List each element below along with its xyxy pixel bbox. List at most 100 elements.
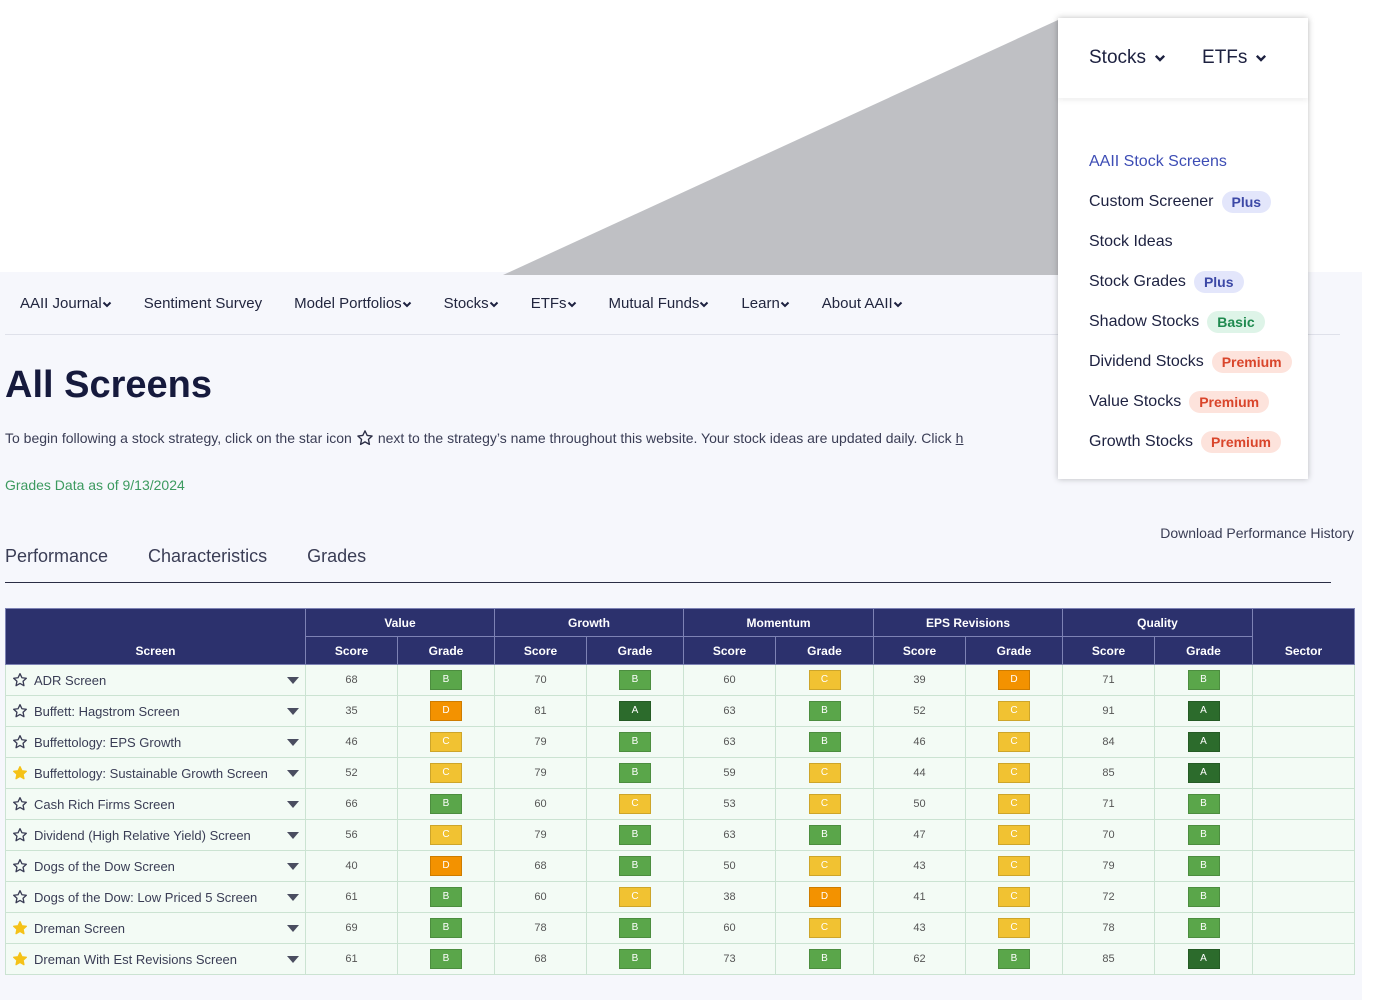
grade-badge: C — [998, 887, 1030, 907]
menu-tab[interactable]: Stocks — [1089, 47, 1166, 69]
score-cell: 72 — [1062, 881, 1155, 913]
score-cell: 46 — [873, 726, 966, 758]
expand-arrow[interactable] — [287, 893, 299, 901]
nav-item[interactable]: Sentiment Survey — [144, 295, 262, 312]
grade-cell: D — [397, 850, 495, 882]
tab[interactable]: Grades — [307, 546, 367, 566]
sector-cell — [1252, 881, 1355, 913]
tab[interactable]: Characteristics — [148, 546, 268, 566]
star-icon[interactable] — [12, 734, 28, 750]
grade-cell: C — [965, 850, 1063, 882]
screen-name[interactable]: Buffettology: Sustainable Growth Screen — [34, 765, 268, 781]
nav-item[interactable]: Model Portfolios — [294, 295, 412, 312]
star-icon[interactable] — [12, 672, 28, 688]
star-icon[interactable] — [12, 703, 28, 719]
screen-name[interactable]: Dreman With Est Revisions Screen — [34, 951, 238, 967]
grade-badge: B — [808, 701, 841, 721]
chevron-icon — [567, 301, 576, 307]
grade-cell: B — [586, 943, 684, 975]
grade-badge: C — [808, 918, 841, 938]
grade-badge: B — [808, 825, 841, 845]
column-header: Grade — [397, 636, 495, 665]
menu-item[interactable]: Stock Ideas — [1089, 222, 1292, 262]
menu-item[interactable]: Stock Grades Plus — [1089, 262, 1292, 302]
grade-badge: B — [619, 763, 651, 783]
nav-label: ETFs — [530, 294, 567, 312]
grade-badge: B — [430, 794, 462, 814]
menu-tab[interactable]: ETFs — [1202, 47, 1267, 69]
menu-item[interactable]: AAII Stock Screens — [1089, 142, 1292, 182]
tier-badge: Basic — [1207, 311, 1265, 333]
grade-badge: C — [998, 763, 1030, 783]
intro-text-after: next to the strategy’s name throughout t… — [377, 430, 952, 446]
screen-name[interactable]: Dogs of the Dow Screen — [34, 858, 175, 874]
screen-name[interactable]: Buffettology: EPS Growth — [34, 734, 182, 750]
chevron-icon — [893, 301, 902, 307]
expand-arrow[interactable] — [287, 738, 299, 746]
nav-item[interactable]: About AAII — [822, 295, 903, 312]
score-cell: 52 — [305, 757, 398, 789]
grade-badge: B — [808, 949, 841, 969]
nav-item[interactable]: ETFs — [531, 295, 577, 312]
menu-item[interactable]: Value Stocks Premium — [1089, 382, 1292, 422]
grade-badge: A — [619, 701, 651, 721]
menu-item[interactable]: Shadow Stocks Basic — [1089, 302, 1292, 342]
screen-name[interactable]: Dividend (High Relative Yield) Screen — [34, 827, 251, 843]
menu-item[interactable]: Growth Stocks Premium — [1089, 422, 1292, 462]
star-icon — [357, 430, 373, 446]
tab[interactable]: Performance — [5, 546, 109, 566]
expand-arrow[interactable] — [287, 676, 299, 684]
grade-cell: B — [1154, 788, 1253, 820]
score-cell: 46 — [305, 726, 398, 758]
screen-name[interactable]: Buffett: Hagstrom Screen — [34, 703, 180, 719]
star-icon[interactable] — [12, 796, 28, 812]
expand-arrow[interactable] — [287, 862, 299, 870]
expand-arrow[interactable] — [287, 769, 299, 777]
star-icon[interactable] — [12, 827, 28, 843]
screen-name[interactable]: Cash Rich Firms Screen — [34, 796, 175, 812]
menu-item-label: Growth Stocks — [1089, 433, 1194, 450]
expand-arrow[interactable] — [287, 955, 299, 963]
grade-cell: C — [965, 726, 1063, 758]
grade-cell: D — [775, 881, 874, 913]
nav-item[interactable]: Learn — [741, 295, 790, 312]
expand-arrow[interactable] — [287, 707, 299, 715]
star-icon[interactable] — [12, 858, 28, 874]
screen-name[interactable]: ADR Screen — [34, 672, 107, 688]
grade-badge: C — [998, 701, 1030, 721]
grade-cell: B — [965, 943, 1063, 975]
star-icon[interactable] — [12, 889, 28, 905]
star-icon[interactable] — [12, 765, 28, 781]
intro-link[interactable]: h — [955, 430, 964, 446]
expand-arrow[interactable] — [287, 924, 299, 932]
score-cell: 71 — [1062, 788, 1155, 820]
score-cell: 43 — [873, 912, 966, 944]
star-icon[interactable] — [12, 951, 28, 967]
sector-cell — [1252, 788, 1355, 820]
column-header: Score — [305, 636, 398, 665]
grade-cell: B — [586, 757, 684, 789]
nav-item[interactable]: AAII Journal — [20, 295, 112, 312]
nav-label: About AAII — [821, 294, 893, 312]
table-row: Buffettology: EPS Growth 46 C 79 B 63 B 46 C 84 A — [5, 726, 1355, 758]
table-row: Dividend (High Relative Yield) Screen 56 C… — [5, 819, 1355, 851]
score-cell: 69 — [305, 912, 398, 944]
grade-badge: C — [998, 856, 1030, 876]
download-link[interactable]: Download Performance History — [1160, 525, 1354, 541]
nav-item[interactable]: Mutual Funds — [609, 295, 710, 312]
grade-badge: C — [430, 763, 462, 783]
menu-item[interactable]: Custom Screener Plus — [1089, 182, 1292, 222]
star-icon[interactable] — [12, 920, 28, 936]
screen-name[interactable]: Dogs of the Dow: Low Priced 5 Screen — [34, 889, 258, 905]
nav-item[interactable]: Stocks — [444, 295, 499, 312]
score-cell: 84 — [1062, 726, 1155, 758]
table-row: Dreman With Est Revisions Screen 61 B 68 B 73… — [5, 943, 1355, 975]
grade-cell: B — [775, 695, 874, 727]
score-cell: 71 — [1062, 664, 1155, 696]
screen-name[interactable]: Dreman Screen — [34, 920, 126, 936]
grade-badge: C — [998, 794, 1030, 814]
expand-arrow[interactable] — [287, 800, 299, 808]
menu-item[interactable]: Dividend Stocks Premium — [1089, 342, 1292, 382]
expand-arrow[interactable] — [287, 831, 299, 839]
score-cell: 60 — [683, 664, 776, 696]
